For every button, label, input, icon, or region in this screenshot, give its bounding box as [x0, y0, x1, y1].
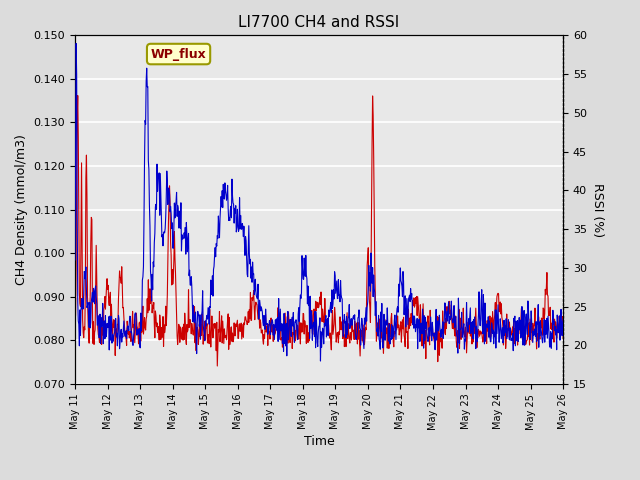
Title: LI7700 CH4 and RSSI: LI7700 CH4 and RSSI: [239, 15, 400, 30]
Y-axis label: CH4 Density (mmol/m3): CH4 Density (mmol/m3): [15, 134, 28, 285]
X-axis label: Time: Time: [304, 435, 335, 448]
Y-axis label: RSSI (%): RSSI (%): [591, 182, 604, 237]
Text: WP_flux: WP_flux: [150, 48, 207, 60]
